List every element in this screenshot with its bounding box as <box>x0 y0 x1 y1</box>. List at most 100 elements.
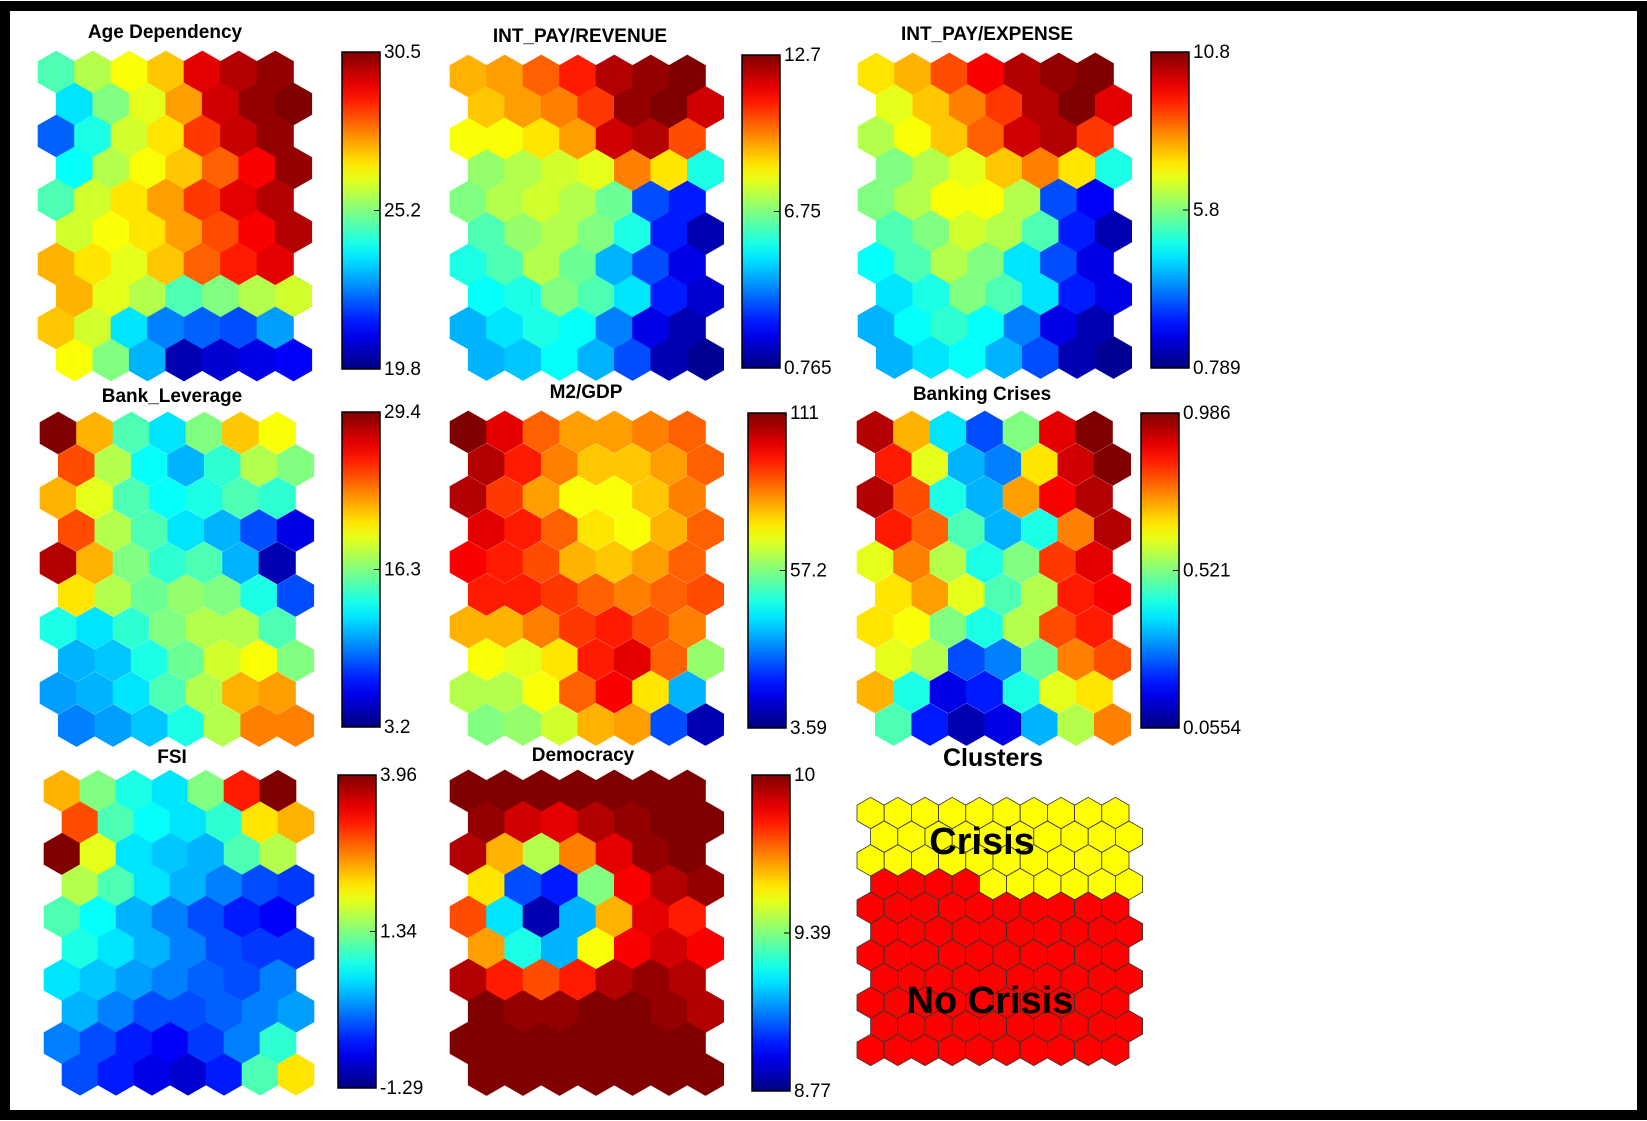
hex-cell <box>614 864 651 907</box>
hex-cell <box>522 895 560 939</box>
hex-cell <box>277 990 315 1033</box>
hex-cell <box>92 274 130 318</box>
hex-cell <box>167 444 205 487</box>
hex-cell <box>650 990 688 1033</box>
hex-cell <box>58 444 95 487</box>
hex-cell <box>504 275 542 318</box>
hex-cell <box>966 410 1004 454</box>
hex-cell <box>277 1053 315 1096</box>
hex-cell <box>259 769 297 813</box>
hex-cell <box>130 444 169 487</box>
hex-cell <box>274 146 313 190</box>
colorbar: 12.7 6.75 0.765 <box>741 45 832 379</box>
hex-cell <box>467 990 506 1033</box>
hex-cell <box>128 210 167 254</box>
hex-cell <box>893 410 931 454</box>
hex-cell <box>632 832 670 876</box>
hex-cell <box>74 178 112 222</box>
hex-cell <box>203 704 242 747</box>
hex-cell <box>541 638 578 681</box>
hex-cell <box>222 411 260 455</box>
hex-cell <box>687 801 724 844</box>
hex-cell <box>259 958 297 1002</box>
hex-cell <box>541 927 578 970</box>
hex-cell <box>1039 605 1077 649</box>
hex-cell <box>1003 115 1041 159</box>
hex-cell <box>522 306 560 350</box>
hex-cell <box>1057 508 1095 551</box>
colorbar-tick-label: 1.34 <box>380 922 417 943</box>
hex-cell <box>74 50 112 94</box>
colorbar-tick-label: 0.521 <box>1183 561 1231 582</box>
hex-cell <box>632 180 670 224</box>
hex-cell <box>614 990 651 1033</box>
hex-cell <box>911 638 949 681</box>
hex-cell <box>894 52 932 96</box>
hex-cell <box>668 605 706 649</box>
hex-cell <box>559 540 597 584</box>
hex-cell <box>110 50 148 94</box>
hex-cell <box>467 508 506 551</box>
hex-cell <box>929 670 967 714</box>
hex-cell <box>205 990 243 1033</box>
hex-cell <box>241 927 279 970</box>
hex-cell <box>857 52 895 96</box>
hex-cell <box>467 275 506 318</box>
hex-cell <box>595 540 633 584</box>
hex-cell <box>43 1021 81 1065</box>
hex-cell <box>650 864 688 907</box>
hex-cell <box>115 1021 153 1065</box>
hex-cell <box>1021 573 1058 616</box>
hex-cell <box>449 180 487 224</box>
hex-cell <box>112 411 150 455</box>
hex-cell <box>668 54 706 98</box>
colorbar-tick-label: -1.29 <box>380 1078 423 1099</box>
hex-cell <box>203 509 242 552</box>
hex-grid <box>856 410 1131 746</box>
hex-grid <box>449 410 724 746</box>
hex-cell <box>1076 304 1114 348</box>
hex-cell <box>577 703 615 746</box>
hex-cell <box>183 178 221 222</box>
hex-cell <box>151 958 189 1002</box>
hex-cell <box>112 541 150 585</box>
hex-cell <box>687 275 724 318</box>
hex-cell <box>875 703 912 746</box>
hex-cell <box>1094 508 1131 551</box>
hex-cell <box>948 573 985 616</box>
hex-cell <box>486 410 524 454</box>
colorbar: 0.986 0.521 0.0554 <box>1140 403 1242 739</box>
hex-cell <box>449 540 487 584</box>
hex-cell <box>167 509 205 552</box>
hex-cell <box>1057 638 1095 681</box>
hex-cell <box>1094 443 1131 486</box>
hex-cell <box>876 336 913 379</box>
hex-cell <box>614 927 651 970</box>
hex-cell <box>948 638 985 681</box>
hex-cell <box>650 508 688 551</box>
hex-cell <box>238 146 276 190</box>
hex-cell <box>595 410 633 454</box>
hex-cell <box>559 1021 597 1065</box>
hex-cell <box>650 275 688 318</box>
hex-cell <box>985 273 1023 316</box>
hex-cell <box>876 84 913 127</box>
hex-cell <box>1039 475 1077 519</box>
hex-cell <box>37 114 75 158</box>
hex-cell <box>76 476 114 520</box>
hex-cell <box>241 1053 279 1096</box>
hex-cell <box>876 147 913 190</box>
hex-cell <box>632 605 670 649</box>
hex-cell <box>595 243 633 287</box>
hex-cell <box>276 444 315 487</box>
hex-cell <box>238 338 276 382</box>
hex-cell <box>541 573 578 616</box>
hex-cell <box>541 443 578 486</box>
hex-cell <box>467 1053 506 1096</box>
hex-cell <box>1039 540 1077 584</box>
hex-cell <box>222 671 260 715</box>
hex-cell <box>240 639 278 682</box>
hex-cell <box>668 670 706 714</box>
hex-cell <box>857 178 895 222</box>
hex-cell <box>110 242 148 286</box>
